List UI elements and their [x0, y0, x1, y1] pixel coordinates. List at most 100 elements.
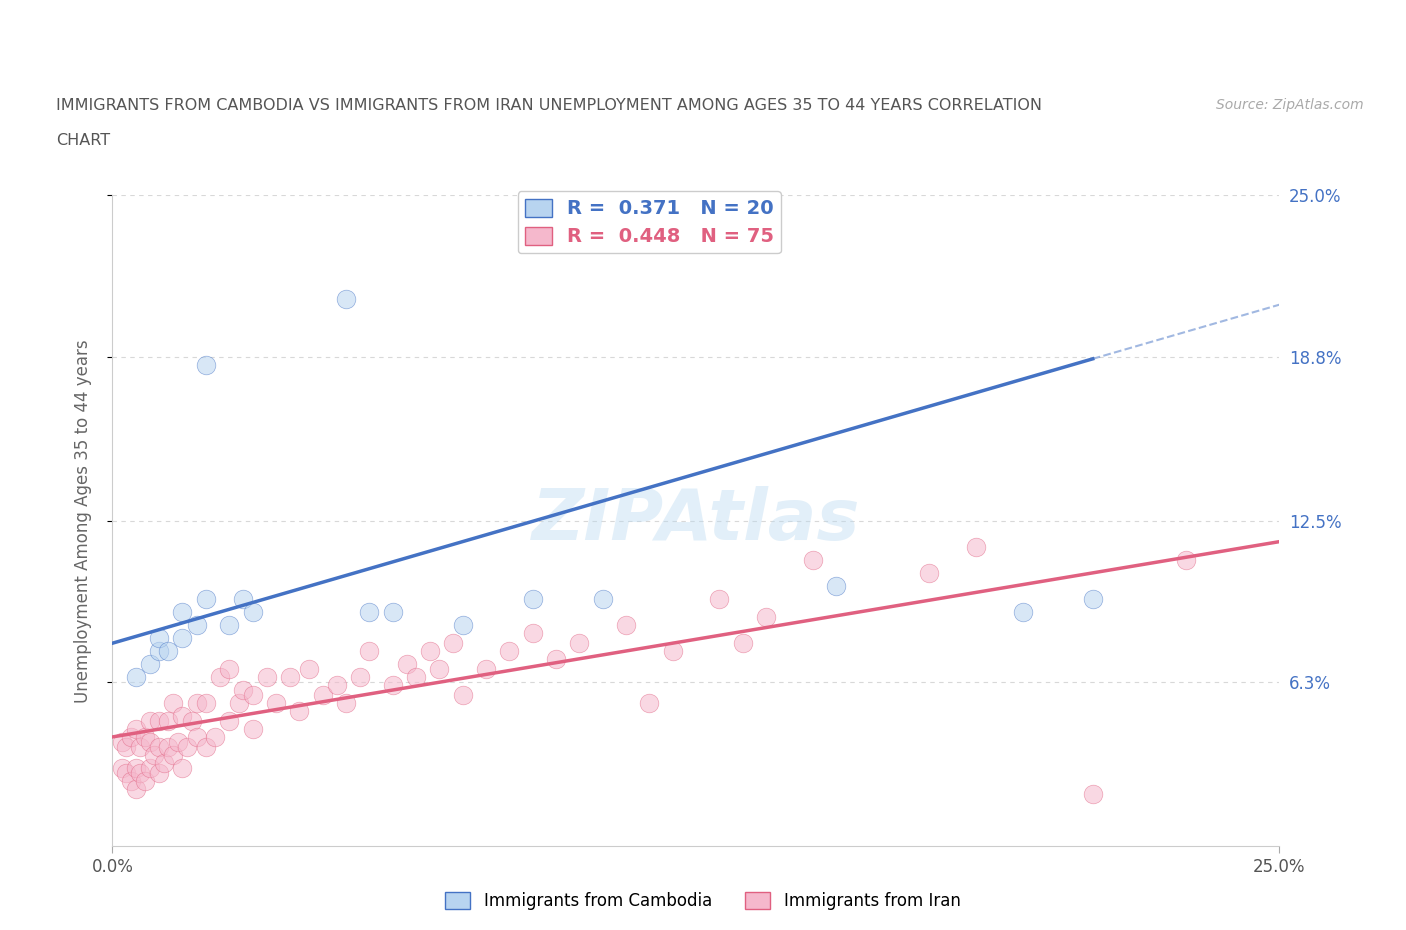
Point — [522, 591, 544, 606]
Point — [1011, 604, 1033, 619]
Point — [242, 688, 264, 703]
Point — [232, 683, 254, 698]
Point — [157, 740, 180, 755]
Point — [731, 636, 754, 651]
Point — [1081, 787, 1104, 802]
Point — [139, 761, 162, 776]
Point — [172, 709, 194, 724]
Point — [115, 740, 138, 755]
Point — [825, 578, 848, 593]
Point — [148, 644, 170, 658]
Point — [311, 688, 333, 703]
Point — [157, 644, 180, 658]
Point — [228, 696, 250, 711]
Point — [120, 729, 142, 744]
Text: IMMIGRANTS FROM CAMBODIA VS IMMIGRANTS FROM IRAN UNEMPLOYMENT AMONG AGES 35 TO 4: IMMIGRANTS FROM CAMBODIA VS IMMIGRANTS F… — [56, 98, 1042, 113]
Point — [125, 722, 148, 737]
Point — [1081, 591, 1104, 606]
Point — [162, 748, 184, 763]
Point — [204, 729, 226, 744]
Point — [288, 703, 311, 718]
Point — [218, 618, 240, 632]
Point — [125, 761, 148, 776]
Point — [172, 631, 194, 645]
Point — [475, 662, 498, 677]
Point — [172, 604, 194, 619]
Point — [325, 677, 347, 692]
Point — [297, 662, 319, 677]
Point — [498, 644, 520, 658]
Legend: R =  0.371   N = 20, R =  0.448   N = 75: R = 0.371 N = 20, R = 0.448 N = 75 — [517, 192, 780, 254]
Point — [111, 735, 134, 750]
Point — [139, 714, 162, 729]
Point — [242, 722, 264, 737]
Point — [395, 657, 418, 671]
Point — [242, 604, 264, 619]
Point — [148, 740, 170, 755]
Point — [176, 740, 198, 755]
Point — [186, 729, 208, 744]
Point — [148, 631, 170, 645]
Point — [134, 729, 156, 744]
Point — [153, 755, 176, 770]
Legend: Immigrants from Cambodia, Immigrants from Iran: Immigrants from Cambodia, Immigrants fro… — [439, 885, 967, 917]
Point — [129, 766, 152, 781]
Point — [172, 761, 194, 776]
Point — [755, 610, 778, 625]
Point — [194, 591, 217, 606]
Point — [278, 670, 301, 684]
Point — [148, 766, 170, 781]
Point — [661, 644, 683, 658]
Point — [157, 714, 180, 729]
Point — [111, 761, 134, 776]
Point — [451, 688, 474, 703]
Point — [381, 677, 404, 692]
Point — [162, 696, 184, 711]
Point — [186, 696, 208, 711]
Point — [125, 670, 148, 684]
Point — [965, 539, 987, 554]
Point — [349, 670, 371, 684]
Point — [143, 748, 166, 763]
Point — [139, 657, 162, 671]
Point — [232, 591, 254, 606]
Point — [801, 552, 824, 567]
Point — [451, 618, 474, 632]
Point — [709, 591, 731, 606]
Point — [522, 625, 544, 640]
Point — [139, 735, 162, 750]
Point — [544, 651, 567, 666]
Point — [405, 670, 427, 684]
Point — [614, 618, 637, 632]
Point — [335, 696, 357, 711]
Text: CHART: CHART — [56, 133, 110, 148]
Point — [568, 636, 591, 651]
Point — [335, 292, 357, 307]
Point — [120, 774, 142, 789]
Text: Source: ZipAtlas.com: Source: ZipAtlas.com — [1216, 98, 1364, 112]
Point — [264, 696, 287, 711]
Point — [918, 565, 941, 580]
Point — [1175, 552, 1198, 567]
Point — [218, 714, 240, 729]
Point — [592, 591, 614, 606]
Y-axis label: Unemployment Among Ages 35 to 44 years: Unemployment Among Ages 35 to 44 years — [73, 339, 91, 702]
Point — [359, 644, 381, 658]
Point — [381, 604, 404, 619]
Point — [256, 670, 278, 684]
Text: ZIPAtlas: ZIPAtlas — [531, 486, 860, 555]
Point — [148, 714, 170, 729]
Point — [194, 357, 217, 372]
Point — [638, 696, 661, 711]
Point — [129, 740, 152, 755]
Point — [125, 781, 148, 796]
Point — [180, 714, 202, 729]
Point — [208, 670, 231, 684]
Point — [194, 696, 217, 711]
Point — [166, 735, 188, 750]
Point — [427, 662, 450, 677]
Point — [134, 774, 156, 789]
Point — [441, 636, 464, 651]
Point — [419, 644, 441, 658]
Point — [359, 604, 381, 619]
